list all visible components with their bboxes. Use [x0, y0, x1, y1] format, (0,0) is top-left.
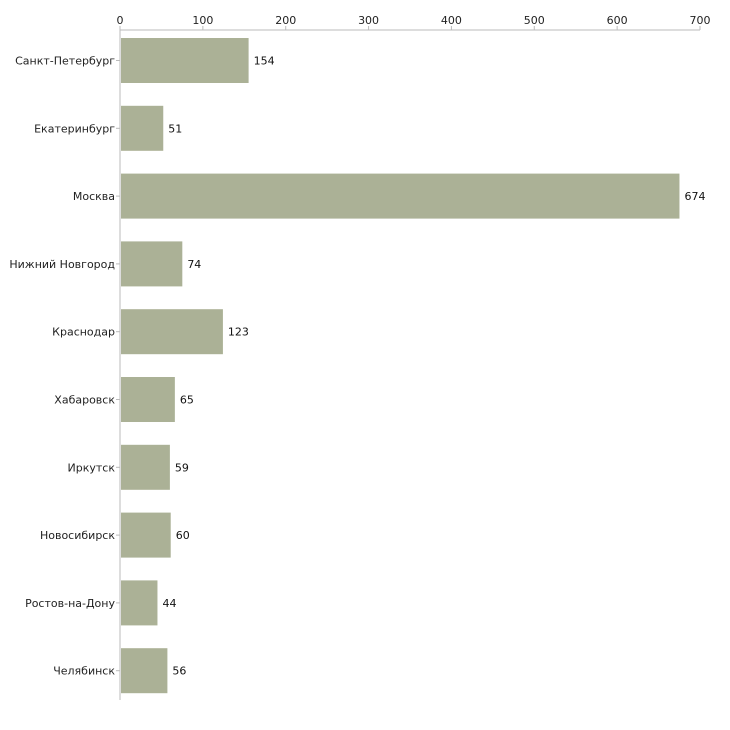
- bar: [121, 38, 249, 83]
- category-label: Екатеринбург: [34, 122, 115, 135]
- x-tick-label: 300: [358, 14, 379, 27]
- data-label: 60: [176, 529, 190, 542]
- category-label: Краснодар: [52, 326, 115, 339]
- bar: [121, 580, 158, 626]
- data-label: 59: [175, 461, 189, 474]
- bars: [121, 38, 680, 694]
- data-label: 44: [162, 597, 176, 610]
- category-label: Санкт-Петербург: [15, 55, 115, 68]
- x-tick-label: 0: [117, 14, 124, 27]
- x-tick-label: 600: [607, 14, 628, 27]
- category-label: Новосибирск: [40, 529, 115, 542]
- x-tick-label: 100: [192, 14, 213, 27]
- data-label: 123: [228, 326, 249, 339]
- x-tick-label: 500: [524, 14, 545, 27]
- bar: [121, 377, 175, 422]
- bar: [121, 648, 168, 694]
- data-label: 51: [168, 122, 182, 135]
- bar: [121, 309, 223, 355]
- x-tick-label: 400: [441, 14, 462, 27]
- bar: [121, 173, 680, 219]
- category-label: Нижний Новгород: [9, 258, 115, 271]
- bar: [121, 241, 183, 287]
- data-label: 65: [180, 394, 194, 407]
- category-labels: Санкт-Петербург 154 Екатеринбург 51 Москва 67…: [9, 55, 705, 678]
- category-label: Москва: [73, 190, 115, 203]
- data-label: 74: [187, 258, 201, 271]
- category-label: Хабаровск: [54, 394, 115, 407]
- x-tick-label: 700: [690, 14, 711, 27]
- category-label: Ростов-на-Дону: [25, 597, 115, 610]
- category-label: Иркутск: [68, 461, 116, 474]
- bar: [121, 105, 164, 151]
- data-label: 154: [254, 55, 275, 68]
- bar: [121, 444, 170, 490]
- bar: [121, 512, 171, 558]
- data-label: 674: [684, 190, 705, 203]
- category-label: Челябинск: [53, 665, 115, 678]
- data-label: 56: [172, 665, 186, 678]
- x-axis: 0 100 200 300 400 500 600 700: [116, 14, 711, 700]
- x-tick-label: 200: [275, 14, 296, 27]
